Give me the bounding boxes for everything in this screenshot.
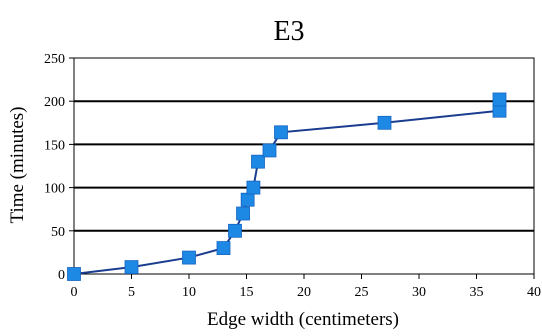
data-point-0 — [67, 267, 81, 281]
data-point-13 — [492, 92, 507, 107]
x-tick-label-25: 25 — [355, 285, 369, 300]
y-tick-label-50: 50 — [51, 225, 65, 240]
x-tick-label-5: 5 — [128, 285, 135, 300]
x-tick-label-10: 10 — [182, 285, 196, 300]
data-point-3 — [216, 241, 231, 255]
data-point-8 — [251, 154, 265, 169]
x-tick-label-40: 40 — [527, 285, 541, 300]
data-point-11 — [377, 115, 392, 130]
x-tick-label-15: 15 — [240, 285, 254, 300]
x-tick-label-0: 0 — [71, 285, 78, 300]
data-point-10 — [274, 125, 288, 140]
y-tick-label-0: 0 — [58, 268, 65, 283]
data-point-5 — [236, 206, 250, 221]
series-markers — [67, 92, 507, 281]
grid-lines — [74, 100, 534, 232]
y-tick-label-150: 150 — [44, 138, 65, 153]
y-axis-title: Time (minutes) — [7, 107, 28, 224]
x-tick-label-20: 20 — [297, 285, 311, 300]
plot-area — [73, 57, 535, 275]
y-tick-label-100: 100 — [44, 182, 65, 197]
x-tick-label-30: 30 — [412, 285, 426, 300]
data-point-7 — [246, 180, 261, 195]
data-point-4 — [228, 223, 242, 238]
data-point-2 — [182, 250, 196, 265]
data-point-1 — [124, 260, 139, 274]
x-axis-ticks: 0 5 10 15 20 25 30 35 40 — [71, 274, 541, 300]
x-axis-title: Edge width (centimeters) — [207, 309, 399, 330]
y-tick-label-200: 200 — [44, 95, 65, 110]
data-point-9 — [262, 143, 277, 158]
y-axis-ticks: 0 50 100 150 200 250 — [44, 52, 74, 283]
plot-frame — [73, 57, 535, 275]
chart-title: E3 — [273, 16, 304, 47]
y-tick-label-250: 250 — [44, 52, 65, 67]
data-point-6 — [240, 192, 255, 207]
x-tick-label-35: 35 — [470, 285, 484, 300]
